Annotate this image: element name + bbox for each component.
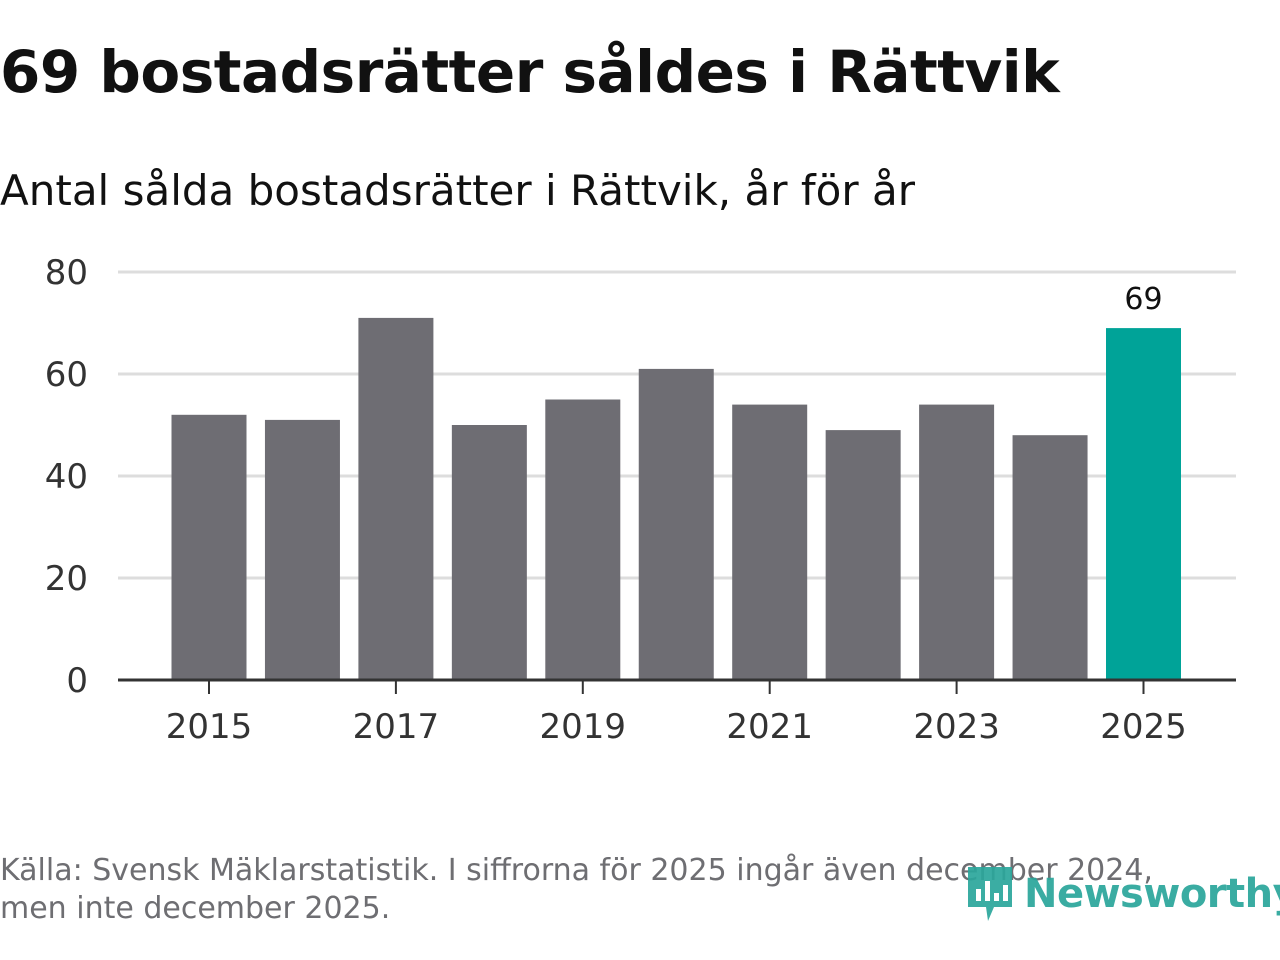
x-tick-label-2023: 2023 [913, 707, 1000, 747]
x-axis-labels: 2015 2017 2019 2021 2023 2025 [166, 707, 1187, 747]
newsworthy-logo: Newsworthy [964, 862, 1280, 926]
bar-2025 [1106, 328, 1181, 680]
source-note: Källa: Svensk Mäklarstatistik. I siffror… [0, 853, 1153, 926]
bar-2022 [825, 430, 901, 680]
bar-chart: 0 20 40 60 80 2015 2017 2019 2021 2023 2025 69 [45, 253, 1236, 747]
y-axis-labels: 0 20 40 60 80 [45, 253, 88, 701]
bar-2015 [171, 414, 247, 680]
bar-2021 [732, 404, 808, 680]
bar-2024 [1012, 435, 1088, 680]
bars [171, 317, 1181, 680]
newsworthy-logo-icon [968, 867, 1012, 921]
bar-2023 [919, 404, 995, 680]
bar-2020 [638, 368, 714, 680]
bar-2016 [264, 419, 340, 680]
bar-2017 [358, 317, 434, 680]
annotations: 69 [1124, 282, 1162, 317]
x-tick-label-2017: 2017 [353, 707, 440, 747]
bar-2018 [451, 425, 527, 680]
x-axis [118, 678, 1236, 694]
x-tick-label-2025: 2025 [1100, 707, 1187, 747]
x-tick-label-2015: 2015 [166, 707, 253, 747]
newsworthy-logo-text: Newsworthy [1024, 871, 1280, 917]
chart-title: 69 bostadsrätter såldes i Rättvik [0, 38, 1060, 106]
y-tick-label-20: 20 [45, 559, 88, 599]
x-tick-label-2019: 2019 [540, 707, 627, 747]
y-tick-label-60: 60 [45, 355, 88, 395]
y-tick-label-40: 40 [45, 457, 88, 497]
x-tick-label-2021: 2021 [726, 707, 813, 747]
bar-2019 [545, 399, 621, 680]
chart-subtitle: Antal sålda bostadsrätter i Rättvik, år … [0, 166, 915, 215]
data-label-2025: 69 [1124, 282, 1162, 317]
y-tick-label-0: 0 [66, 661, 88, 701]
y-tick-label-80: 80 [45, 253, 88, 293]
